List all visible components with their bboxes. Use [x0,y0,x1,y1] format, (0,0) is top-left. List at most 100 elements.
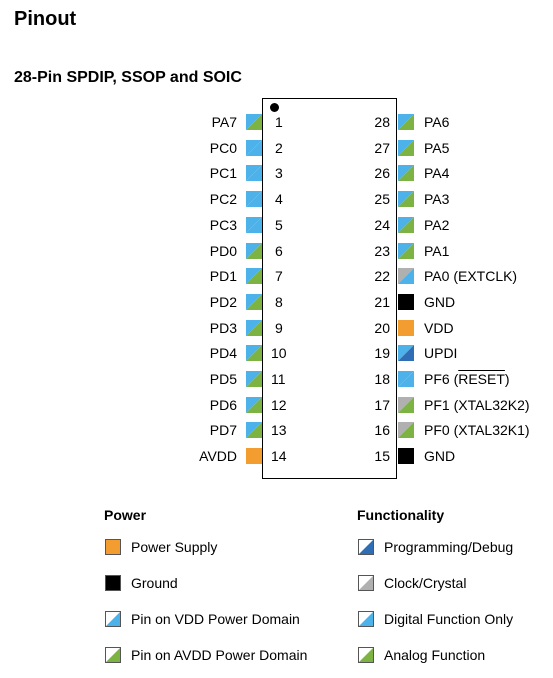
pin-number-23: 23 [374,243,390,259]
pin-name-prefix: PF6 ( [424,371,459,387]
pin-17-swatch [398,397,414,413]
pin-1-swatch [246,114,262,130]
pin-name-23: PA1 [424,243,450,259]
pin-number-22: 22 [374,268,390,284]
legend-swatch-programming [358,539,374,555]
pin-23-swatch [398,243,414,259]
pin-number-7: 7 [275,268,283,284]
pin1-marker-dot [270,103,279,112]
legend-label: Digital Function Only [384,611,514,627]
pin-name-7: PD1 [209,268,237,284]
pin-number-5: 5 [275,217,283,233]
pin-21-swatch [398,294,414,310]
pin-number-2: 2 [275,140,283,156]
pin-name-9: PD3 [209,320,237,336]
pin-16-swatch [398,422,414,438]
pin-name-24: PA2 [424,217,450,233]
pin-number-8: 8 [275,294,283,310]
legend-label: Analog Function [384,647,486,663]
pin-name-15: GND [424,448,456,464]
pin-26-swatch [398,165,414,181]
pin-number-24: 24 [374,217,390,233]
pin-name-11: PD5 [209,371,237,387]
pin-10-swatch [246,345,262,361]
pin-name-overline: RESET [458,371,505,387]
legend-label: Programming/Debug [384,539,514,555]
pin-20-swatch [398,320,414,336]
pin-name-27: PA5 [424,140,450,156]
pin-number-14: 14 [271,448,287,464]
pin-number-9: 9 [275,320,283,336]
pin-name-17: PF1 (XTAL32K2) [424,397,530,413]
pin-name-suffix: ) [504,371,510,387]
pin-27-swatch [398,140,414,156]
pin-name-25: PA3 [424,191,450,207]
legend-label: Pin on VDD Power Domain [131,611,300,627]
pin-number-4: 4 [275,191,283,207]
pin-number-27: 27 [374,140,390,156]
pin-number-10: 10 [271,345,287,361]
pin-name-22: PA0 (EXTCLK) [424,268,518,284]
pin-name-12: PD6 [209,397,237,413]
pin-number-26: 26 [374,165,390,181]
pin-name-28: PA6 [424,114,450,130]
pin-9-swatch [246,320,262,336]
pin-22-swatch [398,268,414,284]
legend-label: Ground [131,575,178,591]
pin-name-10: PD4 [209,345,237,361]
pin-14-swatch [246,448,262,464]
page-title: Pinout [14,8,77,30]
pin-number-16: 16 [374,422,390,438]
pin-2-swatch [246,140,262,156]
pin-number-28: 28 [374,114,390,130]
pin-number-21: 21 [374,294,390,310]
pin-24-swatch [398,217,414,233]
pin-number-18: 18 [374,371,390,387]
legend-functionality-title: Functionality [357,507,445,523]
pin-name-18: PF6 (RESET) [424,370,510,388]
pin-number-6: 6 [275,243,283,259]
legend-swatch-clock [358,575,374,591]
pin-8-swatch [246,294,262,310]
pin-name-3: PC1 [209,165,237,181]
pin-name-5: PC3 [209,217,237,233]
pin-number-19: 19 [374,345,390,361]
pin-number-15: 15 [374,448,390,464]
legend-swatch-ground [105,575,121,591]
pin-number-12: 12 [271,397,287,413]
legend-label: Clock/Crystal [384,575,467,591]
pin-6-swatch [246,243,262,259]
legend-swatch-analog [358,647,374,663]
pin-name-1: PA7 [211,114,237,130]
legend-swatch-avdd [105,647,121,663]
legend-swatch-digital [358,611,374,627]
legend-label: Power Supply [131,539,218,555]
pin-number-20: 20 [374,320,390,336]
pin-18-swatch [398,371,414,387]
pin-13-swatch [246,422,262,438]
pin-name-2: PC0 [209,140,237,156]
pin-name-4: PC2 [209,191,237,207]
pin-name-6: PD0 [209,243,237,259]
pin-28-swatch [398,114,414,130]
pin-number-3: 3 [275,165,283,181]
pin-12-swatch [246,397,262,413]
pin-name-19: UPDI [424,345,458,361]
legend-swatch-vdd [105,611,121,627]
pin-15-swatch [398,448,414,464]
package-subtitle: 28-Pin SPDIP, SSOP and SOIC [14,69,242,86]
legend-swatch-power [105,539,121,555]
pin-name-16: PF0 (XTAL32K1) [424,422,530,438]
pin-4-swatch [246,191,262,207]
pin-name-21: GND [424,294,456,310]
pin-7-swatch [246,268,262,284]
pin-name-20: VDD [424,320,454,336]
pin-number-25: 25 [374,191,390,207]
pin-number-13: 13 [271,422,287,438]
ic-package-body [262,98,397,479]
legend-label: Pin on AVDD Power Domain [131,647,308,663]
pin-25-swatch [398,191,414,207]
pin-name-26: PA4 [424,165,450,181]
pin-3-swatch [246,165,262,181]
pin-11-swatch [246,371,262,387]
